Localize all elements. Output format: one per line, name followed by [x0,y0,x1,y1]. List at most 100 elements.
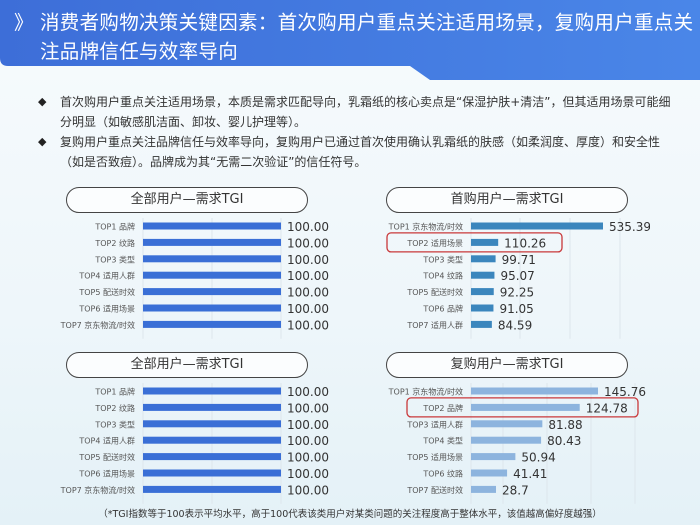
category-label: TOP4 适用人群 [78,271,135,281]
bar [471,320,492,328]
category-label: TOP2 纹路 [94,403,135,413]
bar [143,485,281,493]
bar [143,271,281,279]
data-label: 100.00 [287,401,329,415]
bar [143,304,281,312]
chart-plot: TOP1 京东物流/时效 145.76 TOP2 品牌 124.78 TOP3 适用人群… [388,383,646,504]
bar [471,387,598,395]
bar [143,436,281,444]
chart-title: 全部用户—需求TGI [66,187,308,213]
category-label: TOP7 京东物流/时效 [60,320,135,330]
bar [143,222,281,230]
bar [143,469,281,477]
bar [143,238,281,246]
bar [471,403,580,411]
data-label: 84.59 [498,318,532,332]
chevron-icon: 》 [14,11,34,34]
category-label: TOP3 类型 [422,254,463,264]
bar [471,469,508,477]
data-label: 91.05 [499,302,533,316]
data-label: 124.78 [586,401,628,415]
category-label: TOP4 适用人群 [78,436,135,446]
bar [471,420,543,428]
data-label: 100.00 [287,286,329,300]
category-label: TOP1 京东物流/时效 [388,222,463,232]
category-label: TOP1 京东物流/时效 [388,387,463,397]
highlight-box [386,232,563,253]
data-label: 100.00 [287,451,329,465]
bar [143,288,281,296]
data-label: 95.07 [500,269,534,283]
bullet-item: ◆ 复购用户重点关注品牌信任与效率导向，复购用户已通过首次使用确认乳霜纸的肤感（如… [38,132,678,172]
category-label: TOP6 品牌 [422,304,463,314]
bullet-list: ◆ 首次购用户重点关注适用场景，本质是需求匹配导向，乳霜纸的核心卖点是“保湿护肤+… [38,92,678,172]
data-label: 100.00 [287,418,329,432]
data-label: 100.00 [287,269,329,283]
category-label: TOP5 配送时效 [78,287,135,297]
data-label: 80.43 [547,434,581,448]
bar [471,453,516,461]
data-label: 100.00 [287,434,329,448]
data-label: 100.00 [287,253,329,267]
category-label: TOP2 适用场景 [406,238,463,248]
data-label: 145.76 [604,385,646,399]
bar [143,387,281,395]
bar [471,222,603,230]
bar [143,403,281,411]
chart-title: 复购用户—需求TGI [386,352,628,378]
data-label: 535.39 [609,220,650,234]
data-label: 28.7 [502,483,529,497]
bar [471,255,496,263]
category-label: TOP2 品牌 [422,403,463,413]
data-label: 100.00 [287,236,329,250]
category-label: TOP3 类型 [94,419,135,429]
category-label: TOP6 适用场景 [78,304,135,314]
bar [143,320,281,328]
category-label: TOP4 纹路 [422,271,463,281]
category-label: TOP1 品牌 [94,222,135,232]
data-label: 41.41 [513,467,547,481]
bar [471,436,542,444]
bar [471,238,499,246]
category-label: TOP4 类型 [422,436,463,446]
category-label: TOP3 适用人群 [406,419,463,429]
category-label: TOP5 配送时效 [78,452,135,462]
data-label: 50.94 [521,451,555,465]
chart-plot: TOP1 京东物流/时效 535.39 TOP2 适用场景 110.26 TOP3 类型… [386,218,650,339]
bullet-item: ◆ 首次购用户重点关注适用场景，本质是需求匹配导向，乳霜纸的核心卖点是“保湿护肤+… [38,92,678,132]
category-label: TOP7 配送时效 [406,485,463,495]
highlight-box [406,397,639,418]
data-label: 100.00 [287,483,329,497]
category-label: TOP2 纹路 [94,238,135,248]
data-label: 110.26 [504,236,546,250]
bar [471,304,494,312]
chart-first-purchase: TOP1 京东物流/时效 535.39 TOP2 适用场景 110.26 TOP3 类型… [350,184,650,344]
bar [471,288,494,296]
chart-title: 首购用户—需求TGI [386,187,628,213]
chart-all-users-bottom: TOP1 品牌 100.00 TOP2 纹路 100.00 TOP3 类型 100.00 T… [30,349,330,509]
chart-title: 全部用户—需求TGI [66,352,308,378]
chart-plot: TOP1 品牌 100.00 TOP2 纹路 100.00 TOP3 类型 100.00 T… [60,383,329,504]
category-label: TOP5 适用场景 [406,452,463,462]
bar [471,485,497,493]
category-label: TOP7 京东物流/时效 [60,485,135,495]
diamond-icon: ◆ [38,95,47,108]
category-label: TOP6 纹路 [422,469,463,479]
chart-plot: TOP1 品牌 100.00 TOP2 纹路 100.00 TOP3 类型 100.00 T… [60,218,329,339]
category-label: TOP1 品牌 [94,387,135,397]
data-label: 81.88 [548,418,582,432]
data-label: 100.00 [287,220,329,234]
category-label: TOP5 配送时效 [406,287,463,297]
page-title: 》 消费者购物决策关键因素：首次购用户重点关注适用场景，复购用户重点关注品牌信任… [14,8,694,66]
chart-all-users-top: TOP1 品牌 100.00 TOP2 纹路 100.00 TOP3 类型 100.00 T… [30,184,330,344]
data-label: 100.00 [287,385,329,399]
bar [143,453,281,461]
data-label: 92.25 [500,286,534,300]
data-label: 100.00 [287,467,329,481]
data-label: 100.00 [287,302,329,316]
data-label: 99.71 [502,253,536,267]
header-banner [0,0,700,80]
category-label: TOP7 适用人群 [406,320,463,330]
category-label: TOP6 适用场景 [78,469,135,479]
bar [143,255,281,263]
